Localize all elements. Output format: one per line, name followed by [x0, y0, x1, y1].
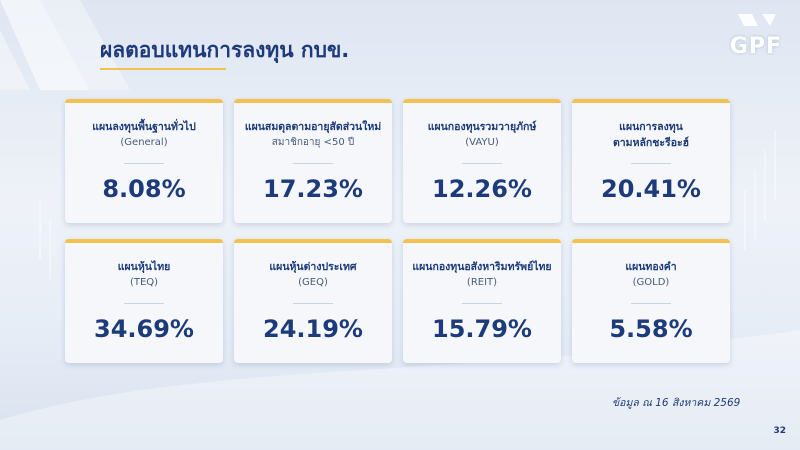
- data-date-note: ข้อมูล ณ 16 สิงหาคม 2569: [612, 397, 741, 409]
- card-header: แผนกองทุนอสังหาริมทรัพย์ไทย (REIT): [403, 243, 561, 291]
- card-value: 8.08%: [102, 175, 186, 203]
- card-divider: [293, 303, 333, 304]
- page-number: 32: [773, 426, 786, 436]
- card-subtitle: (GOLD): [632, 277, 670, 288]
- card-value: 24.19%: [263, 315, 363, 343]
- card-header: แผนทองคำ (GOLD): [572, 243, 730, 291]
- card-subtitle: (REIT): [466, 277, 498, 288]
- card-title: แผนกองทุนอสังหาริมทรัพย์ไทย: [412, 261, 552, 273]
- card-divider: [462, 163, 502, 164]
- return-card: แผนกองทุนรวมวายุภักษ์ (VAYU) 12.26%: [403, 99, 561, 223]
- card-subtitle: (VAYU): [465, 137, 499, 148]
- card-title: แผนลงทุนพื้นฐานทั่วไป: [92, 121, 196, 133]
- slide-title: ผลตอบแทนการลงทุน กบข.: [100, 38, 350, 62]
- card-subtitle: (General): [120, 137, 168, 148]
- card-title: แผนกองทุนรวมวายุภักษ์: [427, 121, 537, 133]
- card-header: แผนหุ้นไทย (TEQ): [65, 243, 223, 291]
- card-title: แผนสมดุลตามอายุสัดส่วนใหม่: [244, 121, 382, 133]
- card-divider: [124, 163, 164, 164]
- card-title: แผนการลงทุน: [619, 121, 683, 133]
- return-card: แผนสมดุลตามอายุสัดส่วนใหม่สมาชิกอายุ <50…: [234, 99, 392, 223]
- card-divider: [124, 303, 164, 304]
- title-underline: [100, 68, 226, 70]
- return-card: แผนกองทุนอสังหาริมทรัพย์ไทย (REIT) 15.79%: [403, 239, 561, 363]
- logo: GPF: [729, 34, 782, 59]
- card-title: ตามหลักชะรีอะฮ์: [612, 137, 690, 149]
- card-divider: [293, 163, 333, 164]
- card-value: 34.69%: [94, 315, 194, 343]
- card-divider: [631, 303, 671, 304]
- card-header: แผนกองทุนรวมวายุภักษ์ (VAYU): [403, 103, 561, 151]
- card-divider: [462, 303, 502, 304]
- card-value: 15.79%: [432, 315, 532, 343]
- return-card: แผนหุ้นไทย (TEQ) 34.69%: [65, 239, 223, 363]
- card-title: แผนหุ้นต่างประเทศ: [269, 261, 357, 273]
- return-card: แผนทองคำ (GOLD) 5.58%: [572, 239, 730, 363]
- card-header: แผนลงทุนพื้นฐานทั่วไป (General): [65, 103, 223, 151]
- card-header: แผนหุ้นต่างประเทศ (GEQ): [234, 243, 392, 291]
- card-header: แผนการลงทุนตามหลักชะรีอะฮ์: [572, 103, 730, 151]
- card-subtitle: สมาชิกอายุ <50 ปี: [271, 137, 355, 148]
- return-card: แผนลงทุนพื้นฐานทั่วไป (General) 8.08%: [65, 99, 223, 223]
- card-title: แผนทองคำ: [625, 261, 677, 273]
- card-value: 12.26%: [432, 175, 532, 203]
- card-divider: [631, 163, 671, 164]
- return-card: แผนการลงทุนตามหลักชะรีอะฮ์ 20.41%: [572, 99, 730, 223]
- card-subtitle: (TEQ): [129, 277, 159, 288]
- card-value: 20.41%: [601, 175, 701, 203]
- card-value: 17.23%: [263, 175, 363, 203]
- card-header: แผนสมดุลตามอายุสัดส่วนใหม่สมาชิกอายุ <50…: [234, 103, 392, 151]
- card-subtitle: (GEQ): [298, 277, 328, 288]
- card-value: 5.58%: [609, 315, 693, 343]
- card-title: แผนหุ้นไทย: [117, 261, 171, 273]
- return-card: แผนหุ้นต่างประเทศ (GEQ) 24.19%: [234, 239, 392, 363]
